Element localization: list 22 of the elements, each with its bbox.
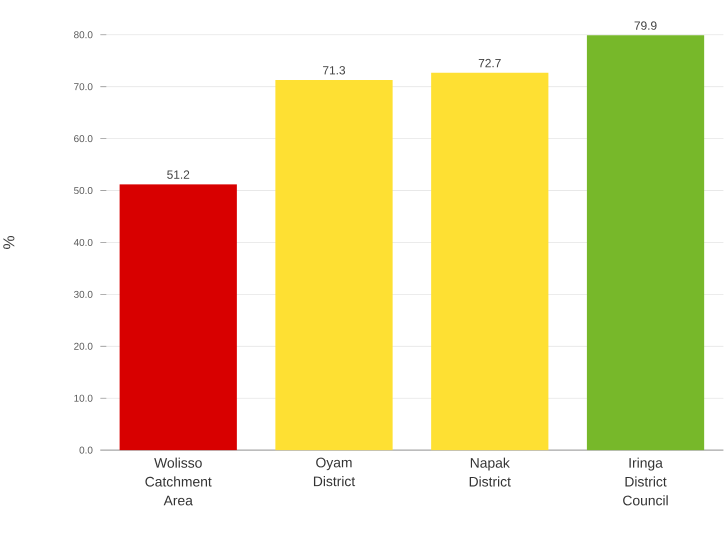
bar: [586, 36, 704, 450]
y-tick-label: 50.0: [74, 187, 92, 194]
data-label: 51.2: [167, 170, 190, 180]
x-tick-label: Oyam District: [314, 458, 356, 486]
bar: [120, 184, 237, 450]
y-tick-label: 10.0: [74, 394, 92, 402]
y-tick-label: 70.0: [74, 83, 92, 90]
data-label: 79.9: [634, 22, 657, 30]
data-label: 71.3: [323, 66, 346, 75]
bar: [275, 80, 393, 450]
bar: [431, 72, 548, 450]
x-tick-label: Wolisso Catchment Area: [145, 458, 212, 506]
x-tick-label: Napak District: [470, 458, 511, 487]
data-label: 72.7: [478, 59, 501, 68]
y-axis-title: %: [3, 236, 14, 250]
y-tick-label: 80.0: [74, 32, 92, 39]
y-tick-label: 0.0: [80, 446, 93, 454]
x-tick-label: Iringa District Council: [623, 458, 668, 506]
y-tick-label: 40.0: [74, 239, 92, 246]
y-tick-label: 20.0: [74, 343, 92, 350]
y-tick-label: 30.0: [74, 291, 92, 298]
y-tick-label: 60.0: [74, 135, 92, 142]
